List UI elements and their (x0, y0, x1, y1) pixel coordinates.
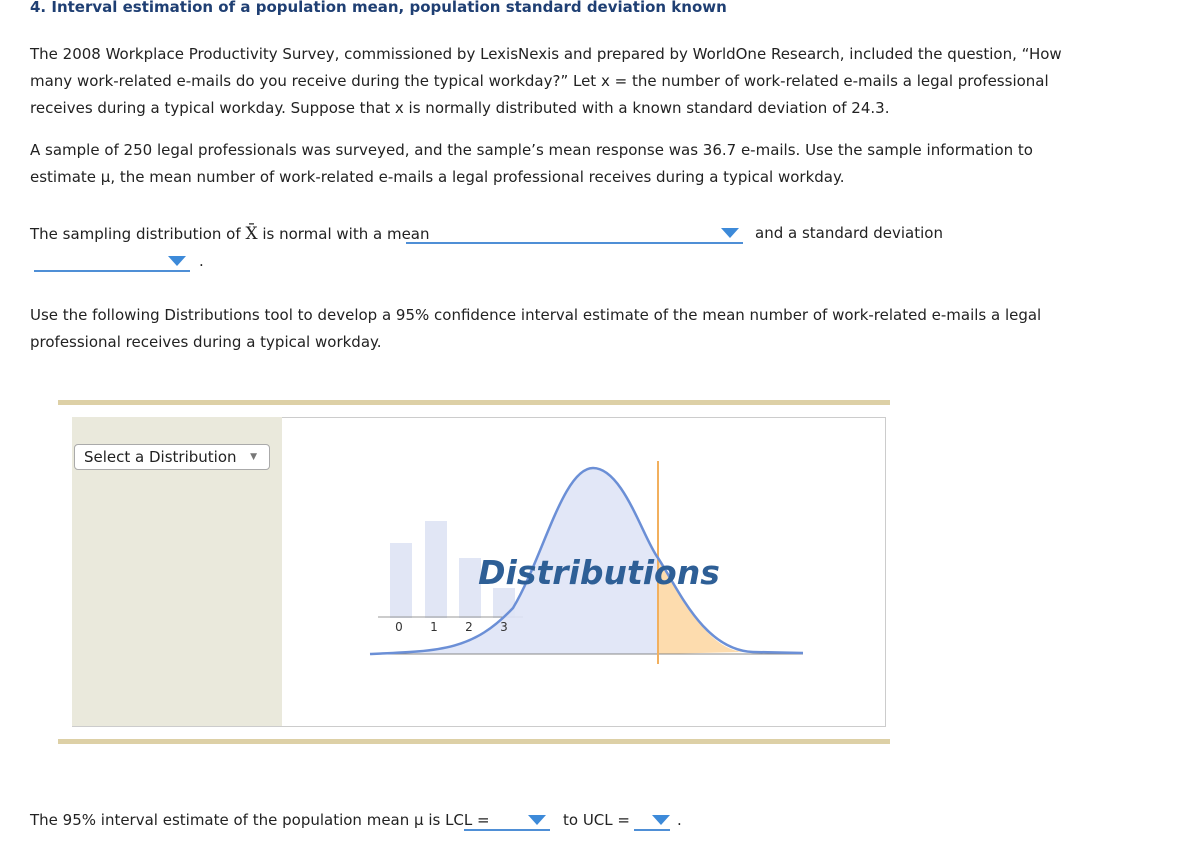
text: is normal with a mean (262, 225, 430, 243)
axis-label: 1 (430, 620, 438, 634)
paragraph: The 2008 Workplace Productivity Survey, … (30, 45, 1062, 117)
paragraph: Use the following Distributions tool to … (30, 306, 1042, 351)
dropdown[interactable] (406, 224, 743, 244)
logo-text: Distributions (478, 553, 720, 592)
text: The sampling distribution of (30, 225, 241, 243)
axis-label: 0 (395, 620, 403, 634)
dropdown[interactable] (464, 811, 550, 831)
divider (58, 739, 890, 744)
divider (58, 400, 890, 405)
text: to UCL = (563, 811, 630, 829)
text: The 95% interval estimate of the populat… (30, 811, 490, 829)
period: . (677, 811, 682, 829)
text: Select a Distribution (84, 448, 237, 466)
text: and a standard deviation (755, 224, 943, 242)
title: 4. Interval estimation of a population m… (30, 0, 727, 16)
sampling-lead: The sampling distribution of X̄ is norma… (30, 224, 430, 244)
tool-logo: 0 1 2 3 Distributions (369, 461, 804, 664)
paragraph: A sample of 250 legal professionals was … (30, 141, 1033, 186)
dropdown[interactable] (34, 252, 190, 272)
symbol: X̄ (245, 224, 258, 244)
dropdown[interactable] (634, 811, 670, 831)
axis-label: 2 (465, 620, 473, 634)
axis-label: 3 (500, 620, 508, 634)
period: . (199, 252, 204, 270)
distribution-select[interactable]: Select a Distribution ▼ (74, 444, 270, 470)
